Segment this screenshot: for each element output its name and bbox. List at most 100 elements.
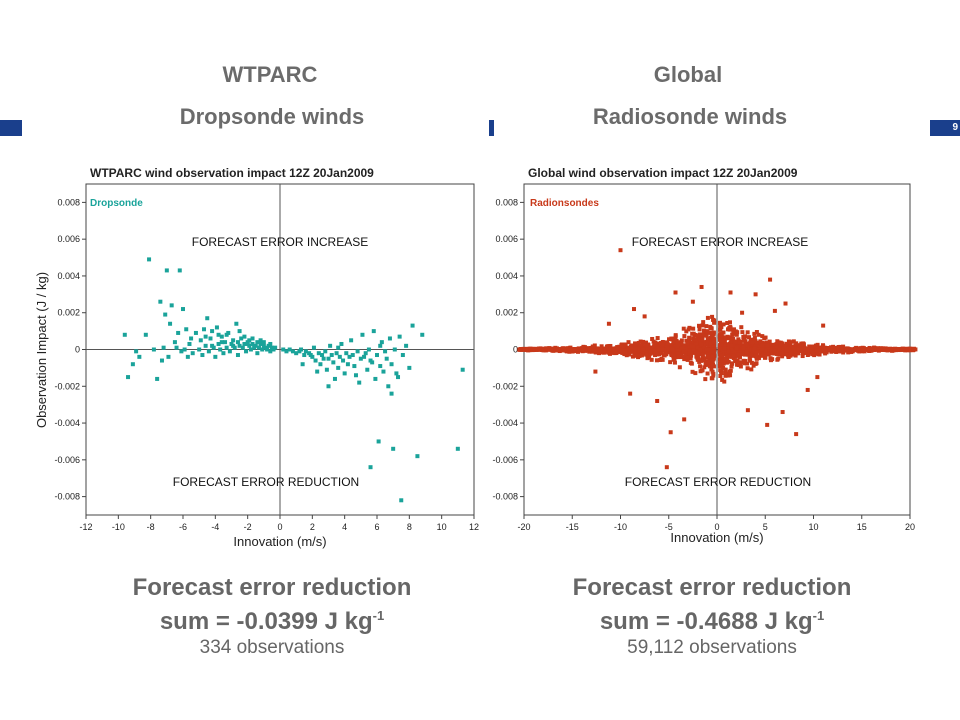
- data-point: [628, 349, 633, 354]
- slide-number: 9: [930, 120, 960, 136]
- data-point: [664, 350, 669, 355]
- data-point: [701, 358, 706, 363]
- x-tick-label: 12: [469, 522, 479, 532]
- x-tick-label: -10: [112, 522, 125, 532]
- data-point: [829, 349, 834, 354]
- data-point: [655, 341, 660, 346]
- data-point: [549, 347, 554, 352]
- left-title: WTPARC: [222, 62, 318, 87]
- y-tick-label: -0.002: [492, 381, 518, 391]
- data-point: [341, 358, 346, 363]
- data-point: [735, 358, 740, 363]
- data-point: [815, 375, 820, 380]
- data-point: [137, 354, 142, 359]
- data-point: [326, 384, 331, 389]
- data-point: [760, 343, 765, 348]
- data-point: [410, 323, 415, 328]
- right-footer-sum: sum = -0.4688 J kg-1: [540, 602, 884, 636]
- data-point: [644, 343, 649, 348]
- data-point: [602, 348, 607, 353]
- data-point: [564, 346, 569, 351]
- data-point: [690, 299, 695, 304]
- data-point: [689, 353, 694, 358]
- data-point: [829, 346, 834, 351]
- data-point: [747, 347, 752, 352]
- data-point: [645, 356, 650, 361]
- data-point: [820, 349, 825, 354]
- data-point: [258, 341, 263, 346]
- data-point: [711, 336, 716, 341]
- data-point: [626, 340, 631, 345]
- data-point: [697, 333, 702, 338]
- data-point: [151, 347, 156, 352]
- data-point: [323, 349, 328, 354]
- data-point: [632, 307, 637, 312]
- data-point: [710, 354, 715, 359]
- data-point: [574, 347, 579, 352]
- data-point: [682, 334, 687, 339]
- x-tick-label: 2: [310, 522, 315, 532]
- data-point: [218, 347, 223, 352]
- data-point: [780, 410, 785, 415]
- data-point: [339, 341, 344, 346]
- data-point: [765, 422, 770, 427]
- data-point: [623, 348, 628, 353]
- data-point: [321, 356, 326, 361]
- data-point: [709, 376, 714, 381]
- data-point: [203, 334, 208, 339]
- left-sum-value: sum = -0.0399 J kg: [159, 608, 373, 635]
- data-point: [733, 339, 738, 344]
- data-point: [711, 352, 716, 357]
- data-point: [143, 332, 148, 337]
- data-point: [358, 356, 363, 361]
- data-point: [739, 348, 744, 353]
- data-point: [711, 340, 716, 345]
- data-point: [722, 335, 727, 340]
- data-point: [670, 337, 675, 342]
- data-point: [703, 377, 708, 382]
- data-point: [685, 355, 690, 360]
- data-point: [691, 344, 696, 349]
- header-accent-bar-left: [0, 120, 22, 136]
- data-point: [595, 346, 600, 351]
- data-point: [300, 362, 305, 367]
- data-point: [881, 347, 886, 352]
- data-point: [841, 350, 846, 355]
- y-tick-label: 0: [513, 345, 518, 355]
- data-point: [373, 376, 378, 381]
- data-point: [237, 329, 242, 334]
- data-point: [697, 323, 702, 328]
- annotation-reduction: FORECAST ERROR REDUCTION: [625, 475, 811, 489]
- data-point: [708, 341, 713, 346]
- y-tick-label: 0.008: [57, 197, 80, 207]
- right-footer-headline: Forecast error reduction: [572, 574, 852, 601]
- data-point: [888, 347, 893, 352]
- data-point: [679, 346, 684, 351]
- data-point: [342, 371, 347, 376]
- data-point: [784, 348, 789, 353]
- data-point: [420, 332, 425, 337]
- data-point: [633, 347, 638, 352]
- data-point: [717, 346, 722, 351]
- data-point: [690, 369, 695, 374]
- y-tick-label: -0.006: [54, 455, 80, 465]
- data-point: [709, 358, 714, 363]
- data-point: [695, 340, 700, 345]
- left-subtitle: Dropsonde winds: [179, 104, 365, 129]
- data-point: [701, 342, 706, 347]
- data-point: [247, 338, 252, 343]
- data-point: [360, 332, 365, 337]
- data-point: [705, 341, 710, 346]
- annotation-reduction: FORECAST ERROR REDUCTION: [173, 475, 359, 489]
- data-point: [193, 330, 198, 335]
- data-point: [705, 336, 710, 341]
- data-point: [642, 314, 647, 319]
- data-point: [389, 362, 394, 367]
- data-point: [776, 340, 781, 345]
- data-point: [706, 347, 711, 352]
- data-point: [662, 353, 667, 358]
- data-point: [231, 338, 236, 343]
- data-point: [867, 346, 872, 351]
- y-tick-label: 0: [75, 345, 80, 355]
- data-point: [736, 340, 741, 345]
